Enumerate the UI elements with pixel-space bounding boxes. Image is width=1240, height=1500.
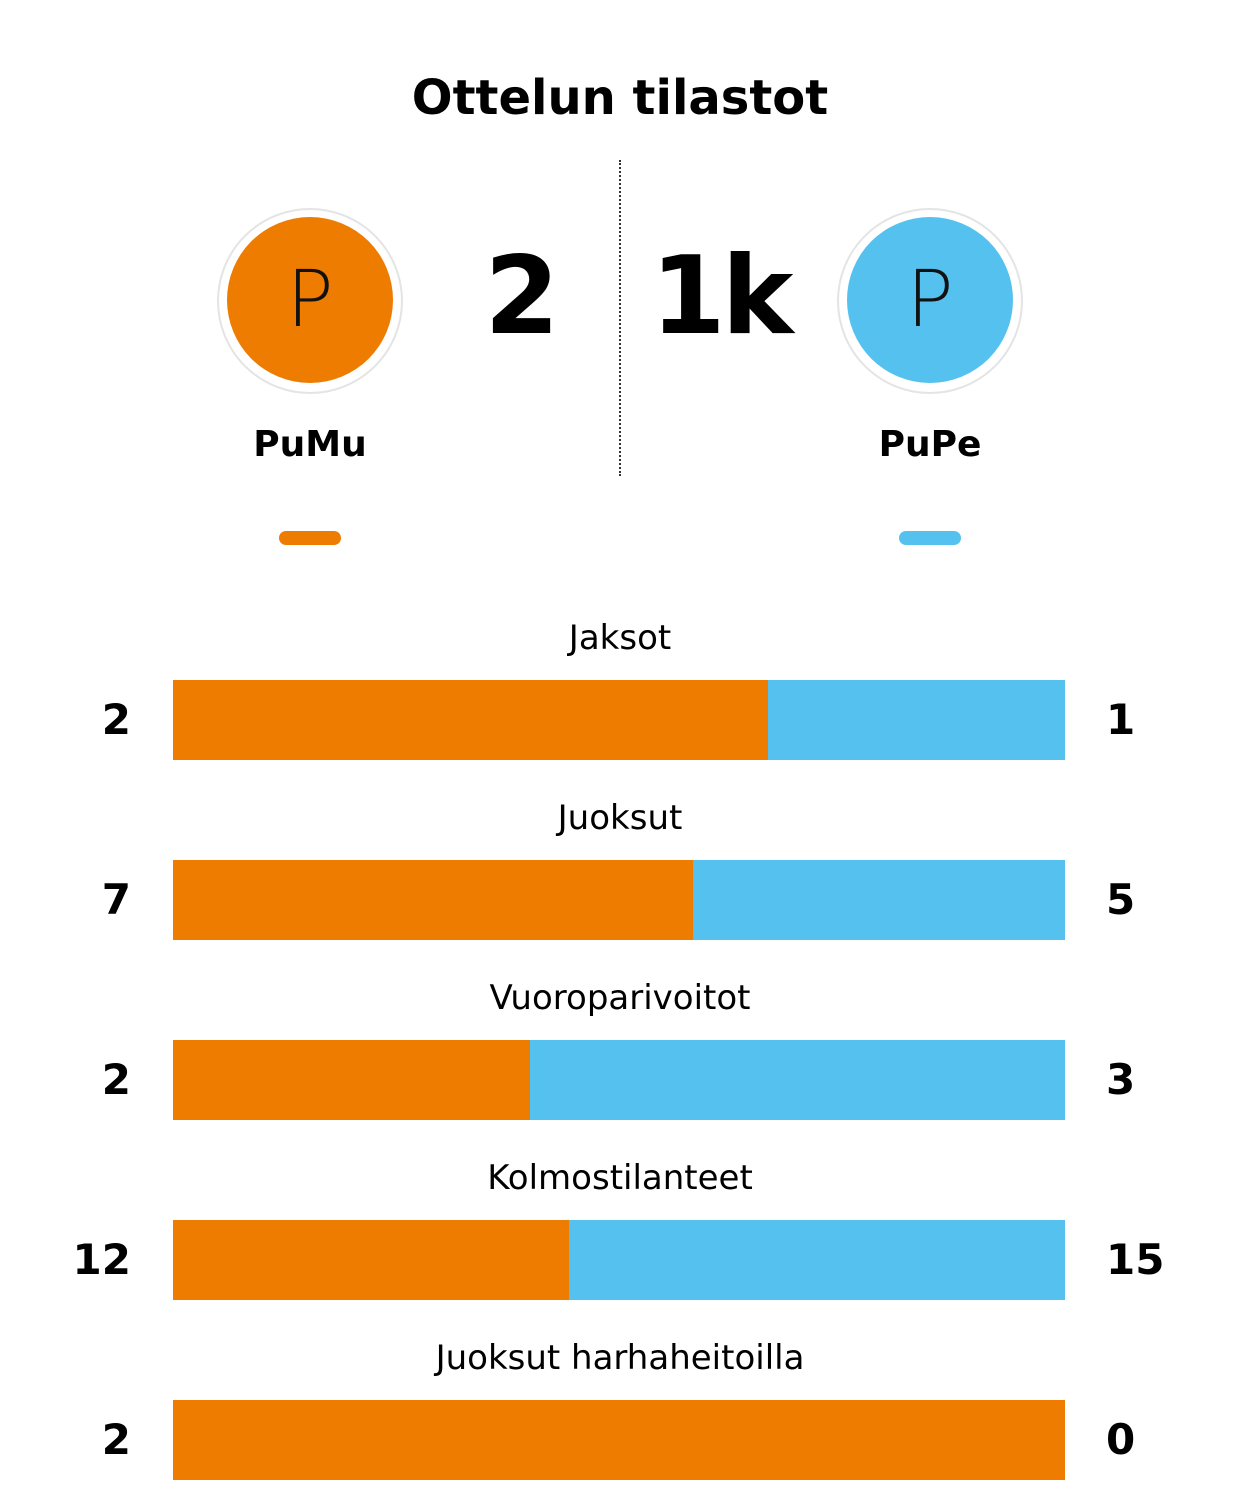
away-value: 3 (1106, 1055, 1136, 1104)
home-bar (173, 1400, 1065, 1480)
divider (619, 160, 621, 476)
home-value: 2 (101, 1055, 131, 1104)
away-bar (767, 680, 1065, 760)
home-bar (173, 1040, 530, 1120)
home-bar (173, 680, 768, 760)
away-value: 0 (1106, 1415, 1136, 1464)
team-name: PuPe (878, 424, 982, 465)
away-bar (569, 1220, 1065, 1300)
stat-label: Juoksut harhaheitoilla (435, 1338, 805, 1378)
stat-label: Juoksut (557, 798, 683, 838)
away-bar (529, 1040, 1065, 1120)
home-value: 7 (101, 875, 131, 924)
team-logo: P (847, 217, 1013, 383)
away-value: 5 (1106, 875, 1136, 924)
team-logo: P (227, 217, 393, 383)
away-bar (693, 860, 1065, 940)
team-color (279, 531, 341, 545)
logo-ring (837, 208, 1023, 394)
team-score: 2 (484, 234, 559, 359)
away-value: 1 (1106, 695, 1136, 744)
team-color (899, 531, 961, 545)
title: Ottelun tilastot (411, 70, 829, 126)
team-name: PuMu (253, 424, 367, 465)
logo-ring (217, 208, 403, 394)
home-value: 12 (72, 1235, 131, 1284)
team-score: 1k (650, 234, 794, 359)
home-value: 2 (101, 1415, 131, 1464)
home-value: 2 (101, 695, 131, 744)
home-bar (173, 860, 694, 940)
stat-label: Kolmostilanteet (487, 1158, 753, 1198)
stat-label: Vuoroparivoitot (489, 978, 751, 1018)
stat-label: Jaksot (568, 618, 672, 658)
home-bar (173, 1220, 570, 1300)
away-value: 15 (1106, 1235, 1165, 1284)
